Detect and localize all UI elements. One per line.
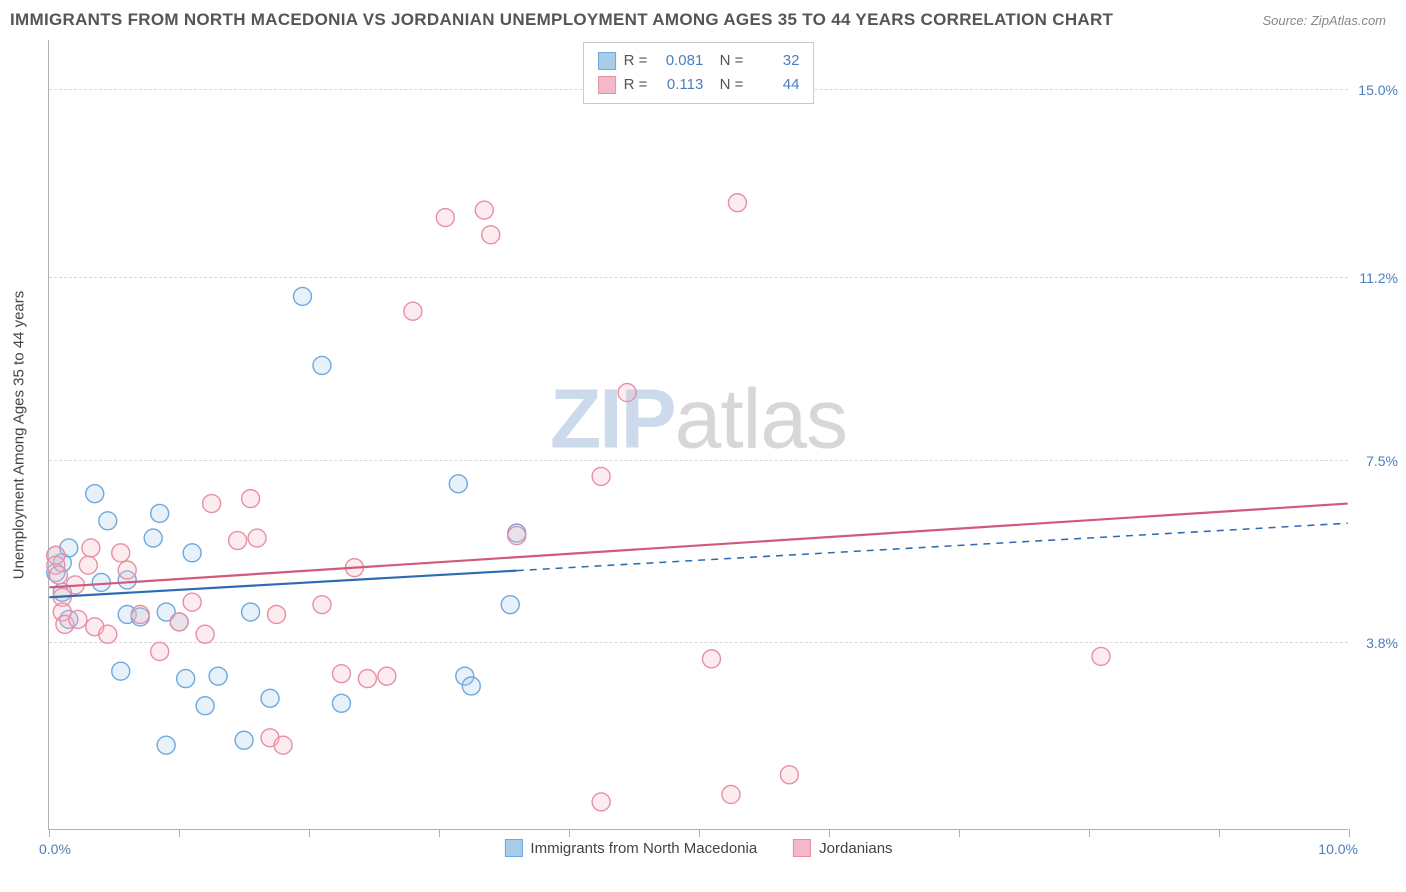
x-axis-max-label: 10.0% xyxy=(1318,841,1358,857)
data-point-macedonia xyxy=(157,736,175,754)
x-tick xyxy=(1219,829,1220,837)
data-point-jordanians xyxy=(508,527,526,545)
x-tick xyxy=(439,829,440,837)
x-axis-min-label: 0.0% xyxy=(39,841,71,857)
x-tick xyxy=(829,829,830,837)
legend-label-macedonia: Immigrants from North Macedonia xyxy=(530,840,757,857)
data-point-jordanians xyxy=(780,766,798,784)
y-tick-label: 11.2% xyxy=(1350,270,1398,286)
swatch-macedonia xyxy=(598,52,616,70)
data-point-jordanians xyxy=(268,606,286,624)
data-point-jordanians xyxy=(592,793,610,811)
data-point-jordanians xyxy=(618,384,636,402)
data-point-jordanians xyxy=(118,561,136,579)
legend-row-jordanians: R = 0.113 N = 44 xyxy=(598,73,800,97)
data-point-macedonia xyxy=(449,475,467,493)
data-point-macedonia xyxy=(332,694,350,712)
legend-item-macedonia: Immigrants from North Macedonia xyxy=(504,839,757,857)
data-point-macedonia xyxy=(294,287,312,305)
x-tick xyxy=(569,829,570,837)
data-point-jordanians xyxy=(702,650,720,668)
legend-R-value-macedonia: 0.081 xyxy=(655,49,703,73)
legend-N-value-jordanians: 44 xyxy=(751,73,799,97)
data-point-macedonia xyxy=(242,603,260,621)
data-point-jordanians xyxy=(358,670,376,688)
y-tick-label: 7.5% xyxy=(1350,453,1398,469)
series-legend: Immigrants from North Macedonia Jordania… xyxy=(504,839,892,857)
x-tick xyxy=(309,829,310,837)
data-point-jordanians xyxy=(728,194,746,212)
data-point-jordanians xyxy=(592,467,610,485)
data-point-jordanians xyxy=(151,642,169,660)
x-tick xyxy=(1089,829,1090,837)
swatch-jordanians xyxy=(793,839,811,857)
legend-N-label: N = xyxy=(711,73,743,97)
data-point-jordanians xyxy=(313,596,331,614)
data-point-macedonia xyxy=(92,573,110,591)
data-point-macedonia xyxy=(99,512,117,530)
data-point-jordanians xyxy=(404,302,422,320)
legend-R-value-jordanians: 0.113 xyxy=(655,73,703,97)
x-tick xyxy=(699,829,700,837)
chart-title: IMMIGRANTS FROM NORTH MACEDONIA VS JORDA… xyxy=(10,10,1113,30)
data-point-jordanians xyxy=(196,625,214,643)
data-point-jordanians xyxy=(332,665,350,683)
data-point-macedonia xyxy=(151,504,169,522)
data-point-macedonia xyxy=(313,356,331,374)
data-point-jordanians xyxy=(82,539,100,557)
data-point-macedonia xyxy=(86,485,104,503)
data-point-jordanians xyxy=(242,490,260,508)
legend-R-label: R = xyxy=(624,49,648,73)
data-point-macedonia xyxy=(261,689,279,707)
data-point-jordanians xyxy=(378,667,396,685)
data-point-jordanians xyxy=(79,556,97,574)
data-point-jordanians xyxy=(436,209,454,227)
data-point-jordanians xyxy=(69,610,87,628)
data-point-jordanians xyxy=(475,201,493,219)
y-tick-label: 15.0% xyxy=(1350,82,1398,98)
data-point-jordanians xyxy=(722,785,740,803)
x-tick xyxy=(959,829,960,837)
data-point-jordanians xyxy=(170,613,188,631)
data-point-jordanians xyxy=(248,529,266,547)
data-point-jordanians xyxy=(99,625,117,643)
data-point-macedonia xyxy=(177,670,195,688)
data-point-macedonia xyxy=(501,596,519,614)
data-point-jordanians xyxy=(1092,647,1110,665)
data-point-macedonia xyxy=(235,731,253,749)
y-tick-label: 3.8% xyxy=(1350,635,1398,651)
swatch-jordanians xyxy=(598,76,616,94)
data-point-jordanians xyxy=(49,566,67,584)
data-point-jordanians xyxy=(482,226,500,244)
data-point-jordanians xyxy=(203,495,221,513)
x-tick xyxy=(1349,829,1350,837)
legend-label-jordanians: Jordanians xyxy=(819,840,892,857)
plot-area: Unemployment Among Ages 35 to 44 years 3… xyxy=(48,40,1348,830)
source-label: Source: ZipAtlas.com xyxy=(1262,13,1386,28)
correlation-legend: R = 0.081 N = 32 R = 0.113 N = 44 xyxy=(583,42,815,104)
header-bar: IMMIGRANTS FROM NORTH MACEDONIA VS JORDA… xyxy=(0,0,1406,40)
legend-N-value-macedonia: 32 xyxy=(751,49,799,73)
x-tick xyxy=(49,829,50,837)
data-point-macedonia xyxy=(144,529,162,547)
data-point-jordanians xyxy=(274,736,292,754)
data-point-macedonia xyxy=(183,544,201,562)
legend-item-jordanians: Jordanians xyxy=(793,839,892,857)
scatter-svg xyxy=(49,40,1348,829)
data-point-macedonia xyxy=(209,667,227,685)
data-point-jordanians xyxy=(112,544,130,562)
legend-N-label: N = xyxy=(711,49,743,73)
x-tick xyxy=(179,829,180,837)
legend-R-label: R = xyxy=(624,73,648,97)
swatch-macedonia xyxy=(504,839,522,857)
y-axis-title: Unemployment Among Ages 35 to 44 years xyxy=(11,290,28,579)
data-point-jordanians xyxy=(229,532,247,550)
legend-row-macedonia: R = 0.081 N = 32 xyxy=(598,49,800,73)
data-point-jordanians xyxy=(131,606,149,624)
data-point-macedonia xyxy=(462,677,480,695)
data-point-jordanians xyxy=(183,593,201,611)
data-point-macedonia xyxy=(112,662,130,680)
data-point-macedonia xyxy=(196,697,214,715)
